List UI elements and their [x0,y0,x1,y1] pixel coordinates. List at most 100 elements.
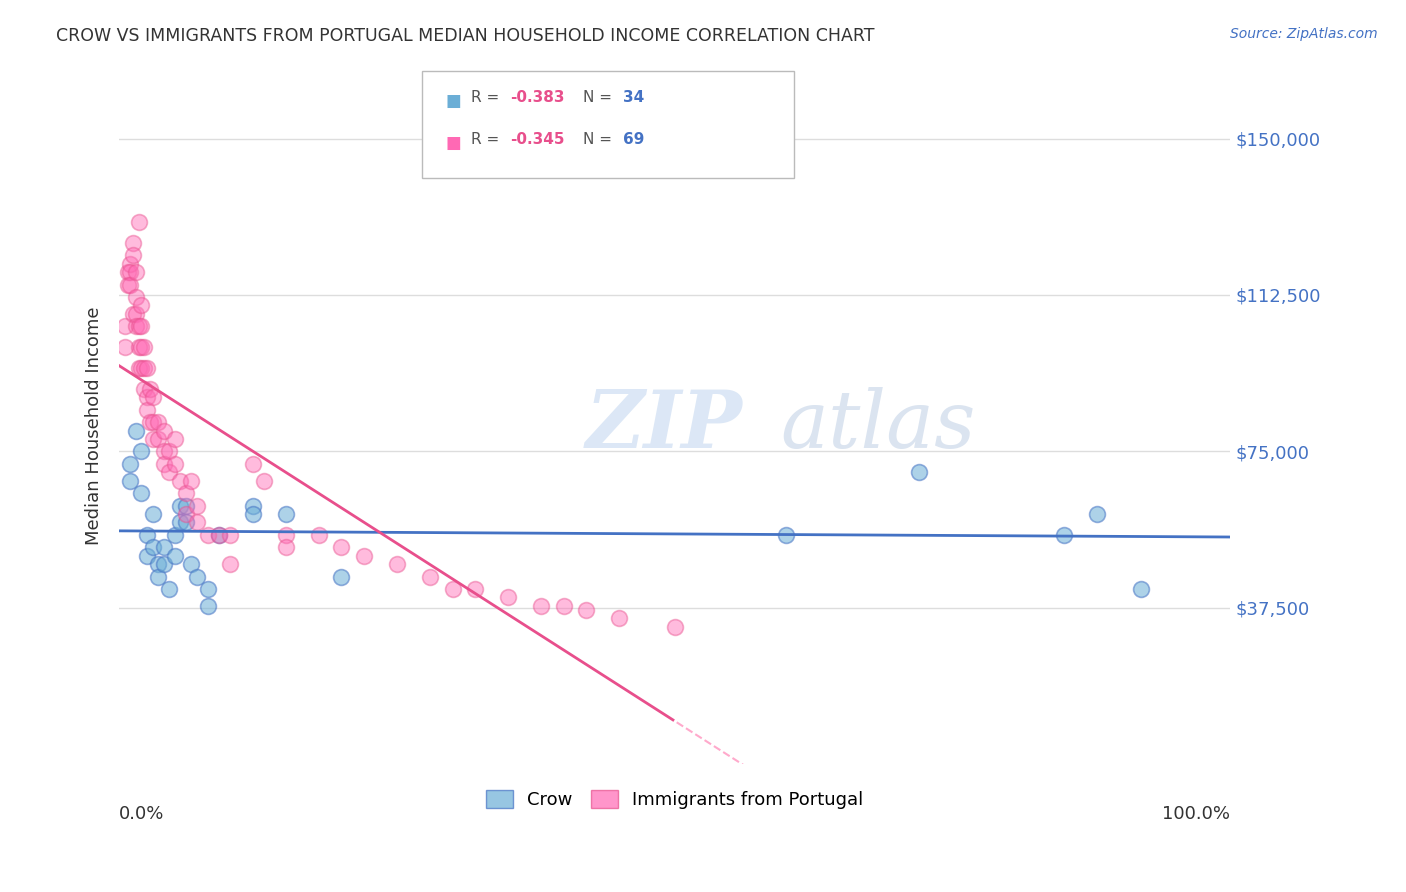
Text: R =: R = [471,90,505,105]
Point [385,557,408,571]
Point [169,516,191,530]
Point [136,361,159,376]
Point [117,277,139,292]
Point [131,319,153,334]
Point [139,415,162,429]
Point [120,277,142,292]
Point [253,474,276,488]
Text: N =: N = [583,90,617,105]
Point [152,557,174,571]
Legend: Crow, Immigrants from Portugal: Crow, Immigrants from Portugal [478,782,870,816]
Point [132,361,155,376]
Point [152,424,174,438]
Point [607,611,630,625]
Point [174,507,197,521]
Point [219,557,242,571]
Point [146,569,169,583]
Point [117,265,139,279]
Point [1053,528,1076,542]
Point [186,516,208,530]
Point [664,619,686,633]
Point [419,569,441,583]
Point [308,528,330,542]
Point [274,528,297,542]
Text: -0.345: -0.345 [510,132,565,147]
Point [1085,507,1108,521]
Point [174,499,197,513]
Point [197,528,219,542]
Point [128,361,150,376]
Point [157,444,180,458]
Point [152,444,174,458]
Point [553,599,575,613]
Point [128,319,150,334]
Point [169,499,191,513]
Point [114,319,136,334]
Point [142,541,165,555]
Text: -0.383: -0.383 [510,90,565,105]
Point [131,444,153,458]
Point [330,569,353,583]
Point [163,432,186,446]
Text: ZIP: ZIP [586,386,742,464]
Point [125,290,148,304]
Point [197,582,219,596]
Text: ■: ■ [446,92,461,110]
Point [1130,582,1153,596]
Point [136,402,159,417]
Point [197,599,219,613]
Text: Source: ZipAtlas.com: Source: ZipAtlas.com [1230,27,1378,41]
Point [136,528,159,542]
Point [441,582,464,596]
Point [464,582,486,596]
Y-axis label: Median Household Income: Median Household Income [86,306,103,544]
Text: CROW VS IMMIGRANTS FROM PORTUGAL MEDIAN HOUSEHOLD INCOME CORRELATION CHART: CROW VS IMMIGRANTS FROM PORTUGAL MEDIAN … [56,27,875,45]
Point [120,474,142,488]
Point [353,549,375,563]
Point [120,257,142,271]
Text: R =: R = [471,132,505,147]
Point [128,340,150,354]
Point [139,382,162,396]
Point [136,390,159,404]
Point [142,507,165,521]
Point [242,457,264,471]
Point [121,235,143,250]
Point [157,582,180,596]
Point [131,486,153,500]
Point [131,298,153,312]
Point [125,424,148,438]
Point [208,528,231,542]
Point [163,528,186,542]
Point [274,507,297,521]
Point [125,307,148,321]
Point [136,549,159,563]
Point [120,457,142,471]
Point [157,465,180,479]
Point [180,557,202,571]
Point [132,382,155,396]
Point [152,541,174,555]
Point [180,474,202,488]
Text: N =: N = [583,132,617,147]
Point [146,557,169,571]
Point [775,528,797,542]
Text: 100.0%: 100.0% [1163,805,1230,823]
Point [125,319,148,334]
Point [174,516,197,530]
Point [121,307,143,321]
Point [496,591,519,605]
Text: ■: ■ [446,134,461,152]
Point [152,457,174,471]
Text: atlas: atlas [780,386,976,464]
Point [330,541,353,555]
Point [131,361,153,376]
Point [186,499,208,513]
Point [208,528,231,542]
Point [142,415,165,429]
Point [142,432,165,446]
Point [146,432,169,446]
Point [186,569,208,583]
Point [146,415,169,429]
Point [530,599,553,613]
